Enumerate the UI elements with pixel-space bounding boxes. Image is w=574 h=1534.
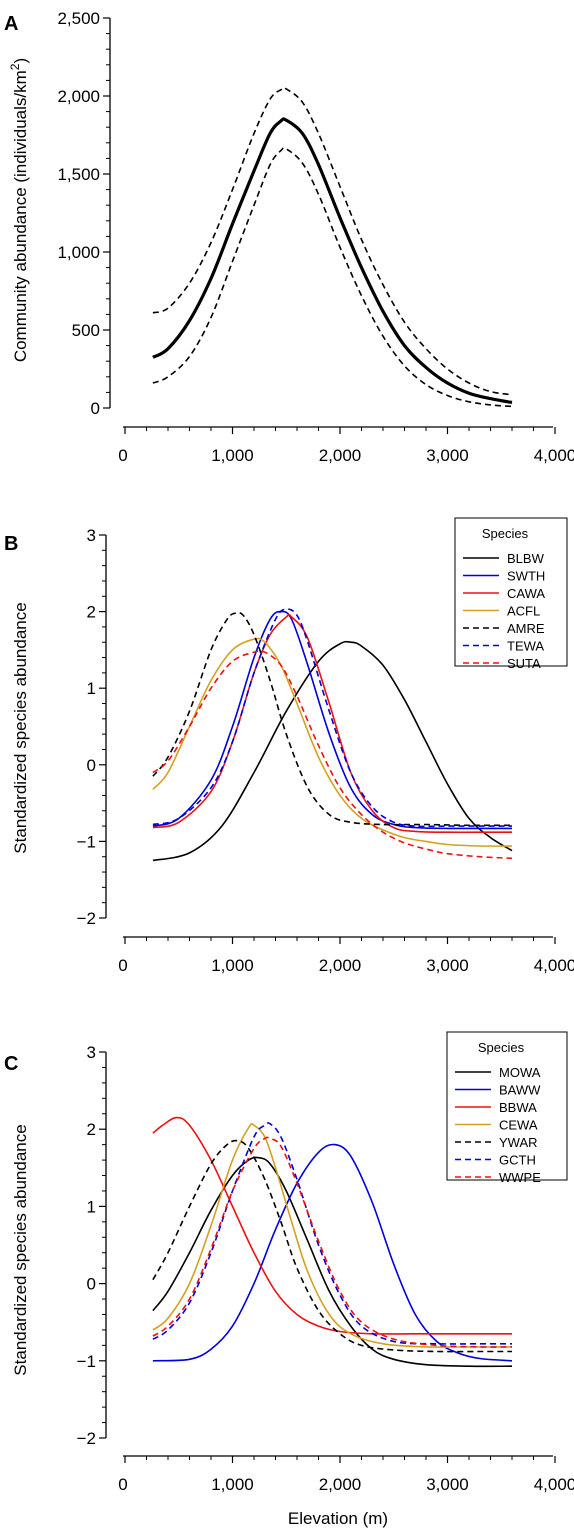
legend-entry-cawa: CAWA [507, 586, 545, 601]
x-tick-label: 3,000 [426, 956, 469, 975]
legend-entry-blbw: BLBW [507, 551, 545, 566]
x-tick-label: 1,000 [211, 1475, 254, 1494]
legend-entry-mowa: MOWA [499, 1065, 541, 1080]
series-line-ywar [152, 1139, 512, 1353]
legend-box [446, 1031, 568, 1181]
series-line-gcth [152, 1122, 512, 1345]
y-tick-label: 0 [91, 399, 100, 418]
y-tick-label: 1 [87, 1197, 96, 1216]
series-line-swth [152, 610, 512, 830]
x-tick-label: 1,000 [211, 956, 254, 975]
series-line-blbw [152, 640, 513, 862]
panel-c: C −2 −1 0 1 2 3 0 1,000 2,000 3,000 4,000 Standardiz… [4, 1031, 574, 1528]
y-tick-label: 2 [87, 1120, 96, 1139]
legend-box [454, 517, 568, 667]
panel-letter: C [4, 1053, 18, 1075]
legend-entry-baww: BAWW [499, 1083, 541, 1098]
x-tick-label: 4,000 [534, 1475, 574, 1494]
series-line-cewa [152, 1122, 512, 1348]
panel-b: B −2 −1 0 1 2 3 0 1,000 2,000 3,000 4,000 Standardiz… [4, 517, 574, 975]
series-line-mowa [152, 1156, 513, 1368]
series-line [152, 117, 513, 405]
x-tick-label: 0 [118, 1475, 127, 1494]
x-tick-label: 0 [118, 956, 127, 975]
y-tick-label: 1,000 [57, 243, 100, 262]
x-tick-label: 2,000 [319, 446, 362, 465]
y-axis-label: Standardized species abundance [11, 602, 30, 853]
series-line-acfl [152, 637, 513, 847]
series-line [152, 87, 513, 396]
y-tick-label: 2 [87, 603, 96, 622]
y-axis-label: Community abundance (individuals/km2) [8, 58, 30, 362]
legend-entry-ywar: YWAR [499, 1135, 538, 1150]
legend-entry-tewa: TEWA [507, 639, 544, 654]
y-tick-label: 2,500 [57, 9, 100, 28]
y-tick-label: 1 [87, 679, 96, 698]
y-tick-label: 500 [72, 321, 100, 340]
y-tick-label: 3 [87, 1043, 96, 1062]
y-tick-label: −1 [77, 1352, 96, 1371]
legend-title: Species [482, 526, 529, 541]
panel-letter: A [4, 13, 18, 35]
x-tick-label: 4,000 [534, 956, 574, 975]
y-axis-label: Standardized species abundance [11, 1124, 30, 1375]
series-line-wwpe [152, 1136, 513, 1348]
series-line-cawa [152, 613, 512, 834]
x-tick-label: 3,000 [426, 1475, 469, 1494]
series-line-bbwa [152, 1116, 512, 1335]
panel-a: A 0 500 1,000 1,500 2,000 2,500 0 1,000 2,000 3,00… [4, 9, 574, 465]
series-line-suta [152, 650, 513, 860]
x-axis-label: Elevation (m) [288, 1509, 388, 1528]
y-tick-label: 2,000 [57, 87, 100, 106]
x-tick-label: 3,000 [426, 446, 469, 465]
legend-title: Species [478, 1040, 525, 1055]
panel-letter: B [4, 533, 18, 555]
series-line-tewa [152, 608, 512, 828]
x-tick-label: 2,000 [319, 1475, 362, 1494]
legend-entry-acfl: ACFL [507, 604, 540, 619]
x-tick-label: 0 [118, 446, 127, 465]
y-tick-label: 0 [87, 756, 96, 775]
legend-entry-suta: SUTA [507, 656, 541, 671]
series-line-amre [152, 611, 513, 827]
legend-entry-amre: AMRE [507, 621, 545, 636]
y-tick-label: 3 [87, 526, 96, 545]
legend-entry-wwpe: WWPE [499, 1170, 541, 1185]
y-tick-label: −1 [77, 832, 96, 851]
y-tick-label: 1,500 [57, 165, 100, 184]
legend-entry-bbwa: BBWA [499, 1100, 537, 1115]
y-tick-label: −2 [77, 1429, 96, 1448]
legend-entry-gcth: GCTH [499, 1153, 536, 1168]
y-tick-label: −2 [77, 909, 96, 928]
legend-entry-swth: SWTH [507, 569, 545, 584]
x-tick-label: 1,000 [211, 446, 254, 465]
x-tick-label: 4,000 [534, 446, 574, 465]
legend-entry-cewa: CEWA [499, 1118, 538, 1133]
legend: Species BLBW SWTH CAWA ACFL AMRE TEWA SUTA [454, 517, 568, 671]
x-tick-label: 2,000 [319, 956, 362, 975]
legend: Species MOWA BAWW BBWA CEWA YWAR GCTH WWPE [446, 1031, 568, 1185]
y-tick-label: 0 [87, 1275, 96, 1294]
series-line [152, 147, 513, 408]
